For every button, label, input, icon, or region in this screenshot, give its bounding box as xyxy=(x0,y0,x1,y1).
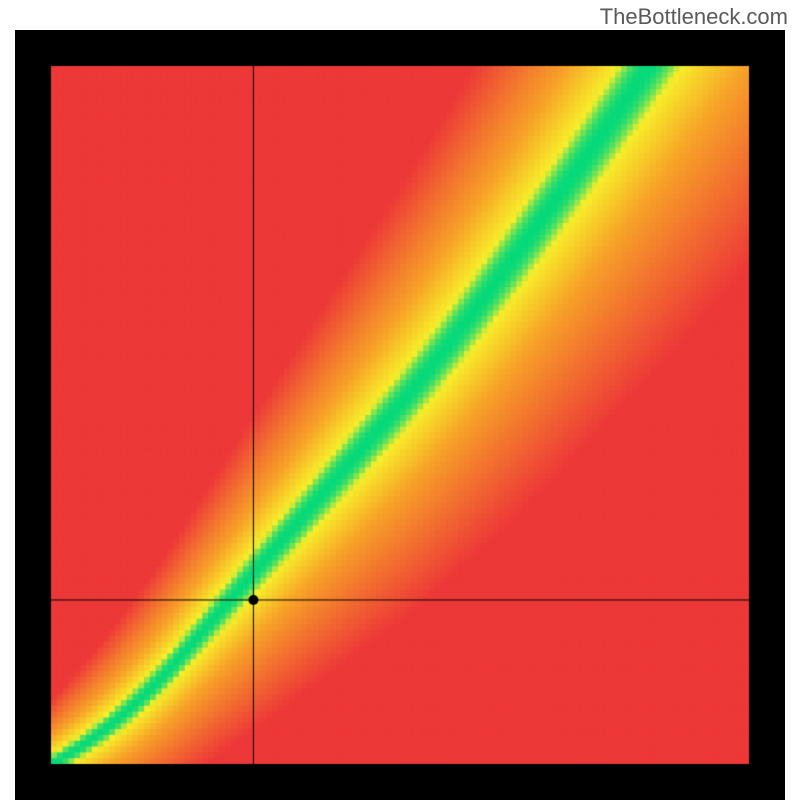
watermark-label: TheBottleneck.com xyxy=(600,4,788,30)
bottleneck-heatmap xyxy=(15,30,785,800)
chart-frame xyxy=(15,30,785,800)
